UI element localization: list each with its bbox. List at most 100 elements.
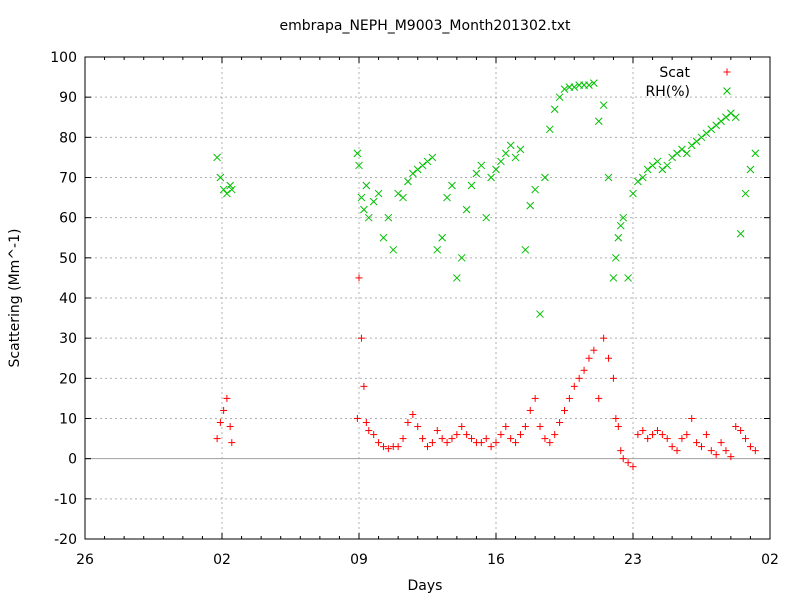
scat-point [617,447,625,455]
scat-point [477,439,485,447]
scat-point [497,431,505,439]
legend-label-scat: Scat [659,65,690,81]
rh-point [472,169,481,178]
rh-point [697,133,706,142]
scat-point [228,439,236,447]
rh-point [717,117,725,126]
scat-point [590,346,598,354]
rh-point [399,193,407,202]
rh-point [663,161,672,170]
scat-point [556,419,564,427]
scat-point [448,435,456,443]
legend-marker-scat [723,68,731,76]
rh-point [526,201,535,210]
rh-point [362,181,371,190]
rh-point [594,117,603,126]
scat-point [213,435,221,443]
scat-point [742,435,750,443]
rh-point [612,253,620,262]
y-tick-label: -20 [54,532,77,548]
rh-point [223,189,231,198]
scat-point [727,453,735,461]
scat-point [220,406,228,414]
rh-point [741,189,750,198]
scat-point [600,334,608,342]
rh-point [433,245,442,254]
scat-point [521,423,529,431]
rh-point [643,165,652,174]
ticks: -20 -10 0 10 20 30 40 50 60 70 80 90 100 26 02 09 16 23 02 [50,50,779,568]
x-tick-label: 09 [350,552,368,568]
scat-point [424,443,431,451]
scat-point [458,423,466,431]
scat-point [526,406,534,414]
scat-point [502,423,510,431]
rh-point [555,93,564,102]
scat-point [379,443,387,451]
scat-point [624,459,632,467]
rh-point [648,161,657,170]
rh-point [213,153,221,162]
scat-point [223,394,231,402]
rh-point [360,205,368,214]
scat-point [673,447,681,455]
rh-point [682,149,691,158]
rh-point [364,213,373,222]
scat-point [399,435,407,443]
scat-point [428,439,436,447]
rh-point [448,181,456,190]
scat-point [702,431,710,439]
scat-point [536,423,544,431]
rh-point [379,233,388,242]
rh-point [418,161,427,170]
scat-point [707,447,715,455]
y-tick-label: 60 [59,211,77,227]
rh-point [408,169,417,178]
scat-point [575,374,583,382]
scat-point [722,447,730,455]
rh-point [413,165,422,174]
scat-point [609,374,617,382]
y-tick-label: 0 [68,452,77,468]
rh-point [668,153,676,162]
scat-point [487,443,495,451]
scat-point [512,439,520,447]
scat-point [663,435,671,443]
legend-label-rh: RH(%) [646,84,690,100]
scat-point [394,443,402,451]
rh-point [604,173,613,182]
rh-point [506,141,515,150]
scat-point [482,435,490,443]
rh-point [374,189,383,198]
y-tick-label: 20 [59,371,77,387]
rh-point [404,177,412,186]
scat-point [375,439,383,447]
rh-point [638,173,647,182]
y-tick-label: 50 [59,251,77,267]
rh-point [616,221,625,230]
rh-point [722,113,730,122]
rh-point [624,274,632,282]
rh-point [227,185,236,194]
scat-point [570,382,578,390]
y-tick-label: -10 [54,492,77,508]
rh-point [516,145,525,154]
rh-point [727,109,735,118]
scat-point [595,394,603,402]
x-tick-label: 26 [76,552,94,568]
scat-point [365,427,373,435]
rh-point [673,149,681,158]
rh-point [746,165,755,174]
scat-point [409,410,417,418]
rh-point [634,177,642,186]
scat-point [629,463,637,471]
y-tick-label: 90 [59,90,77,106]
rh-point [501,149,510,158]
rh-point [462,205,471,214]
rh-point [438,233,447,242]
scat-point [438,435,446,443]
rh-point [590,79,598,87]
scat-point [216,419,224,427]
rh-point [658,165,667,174]
